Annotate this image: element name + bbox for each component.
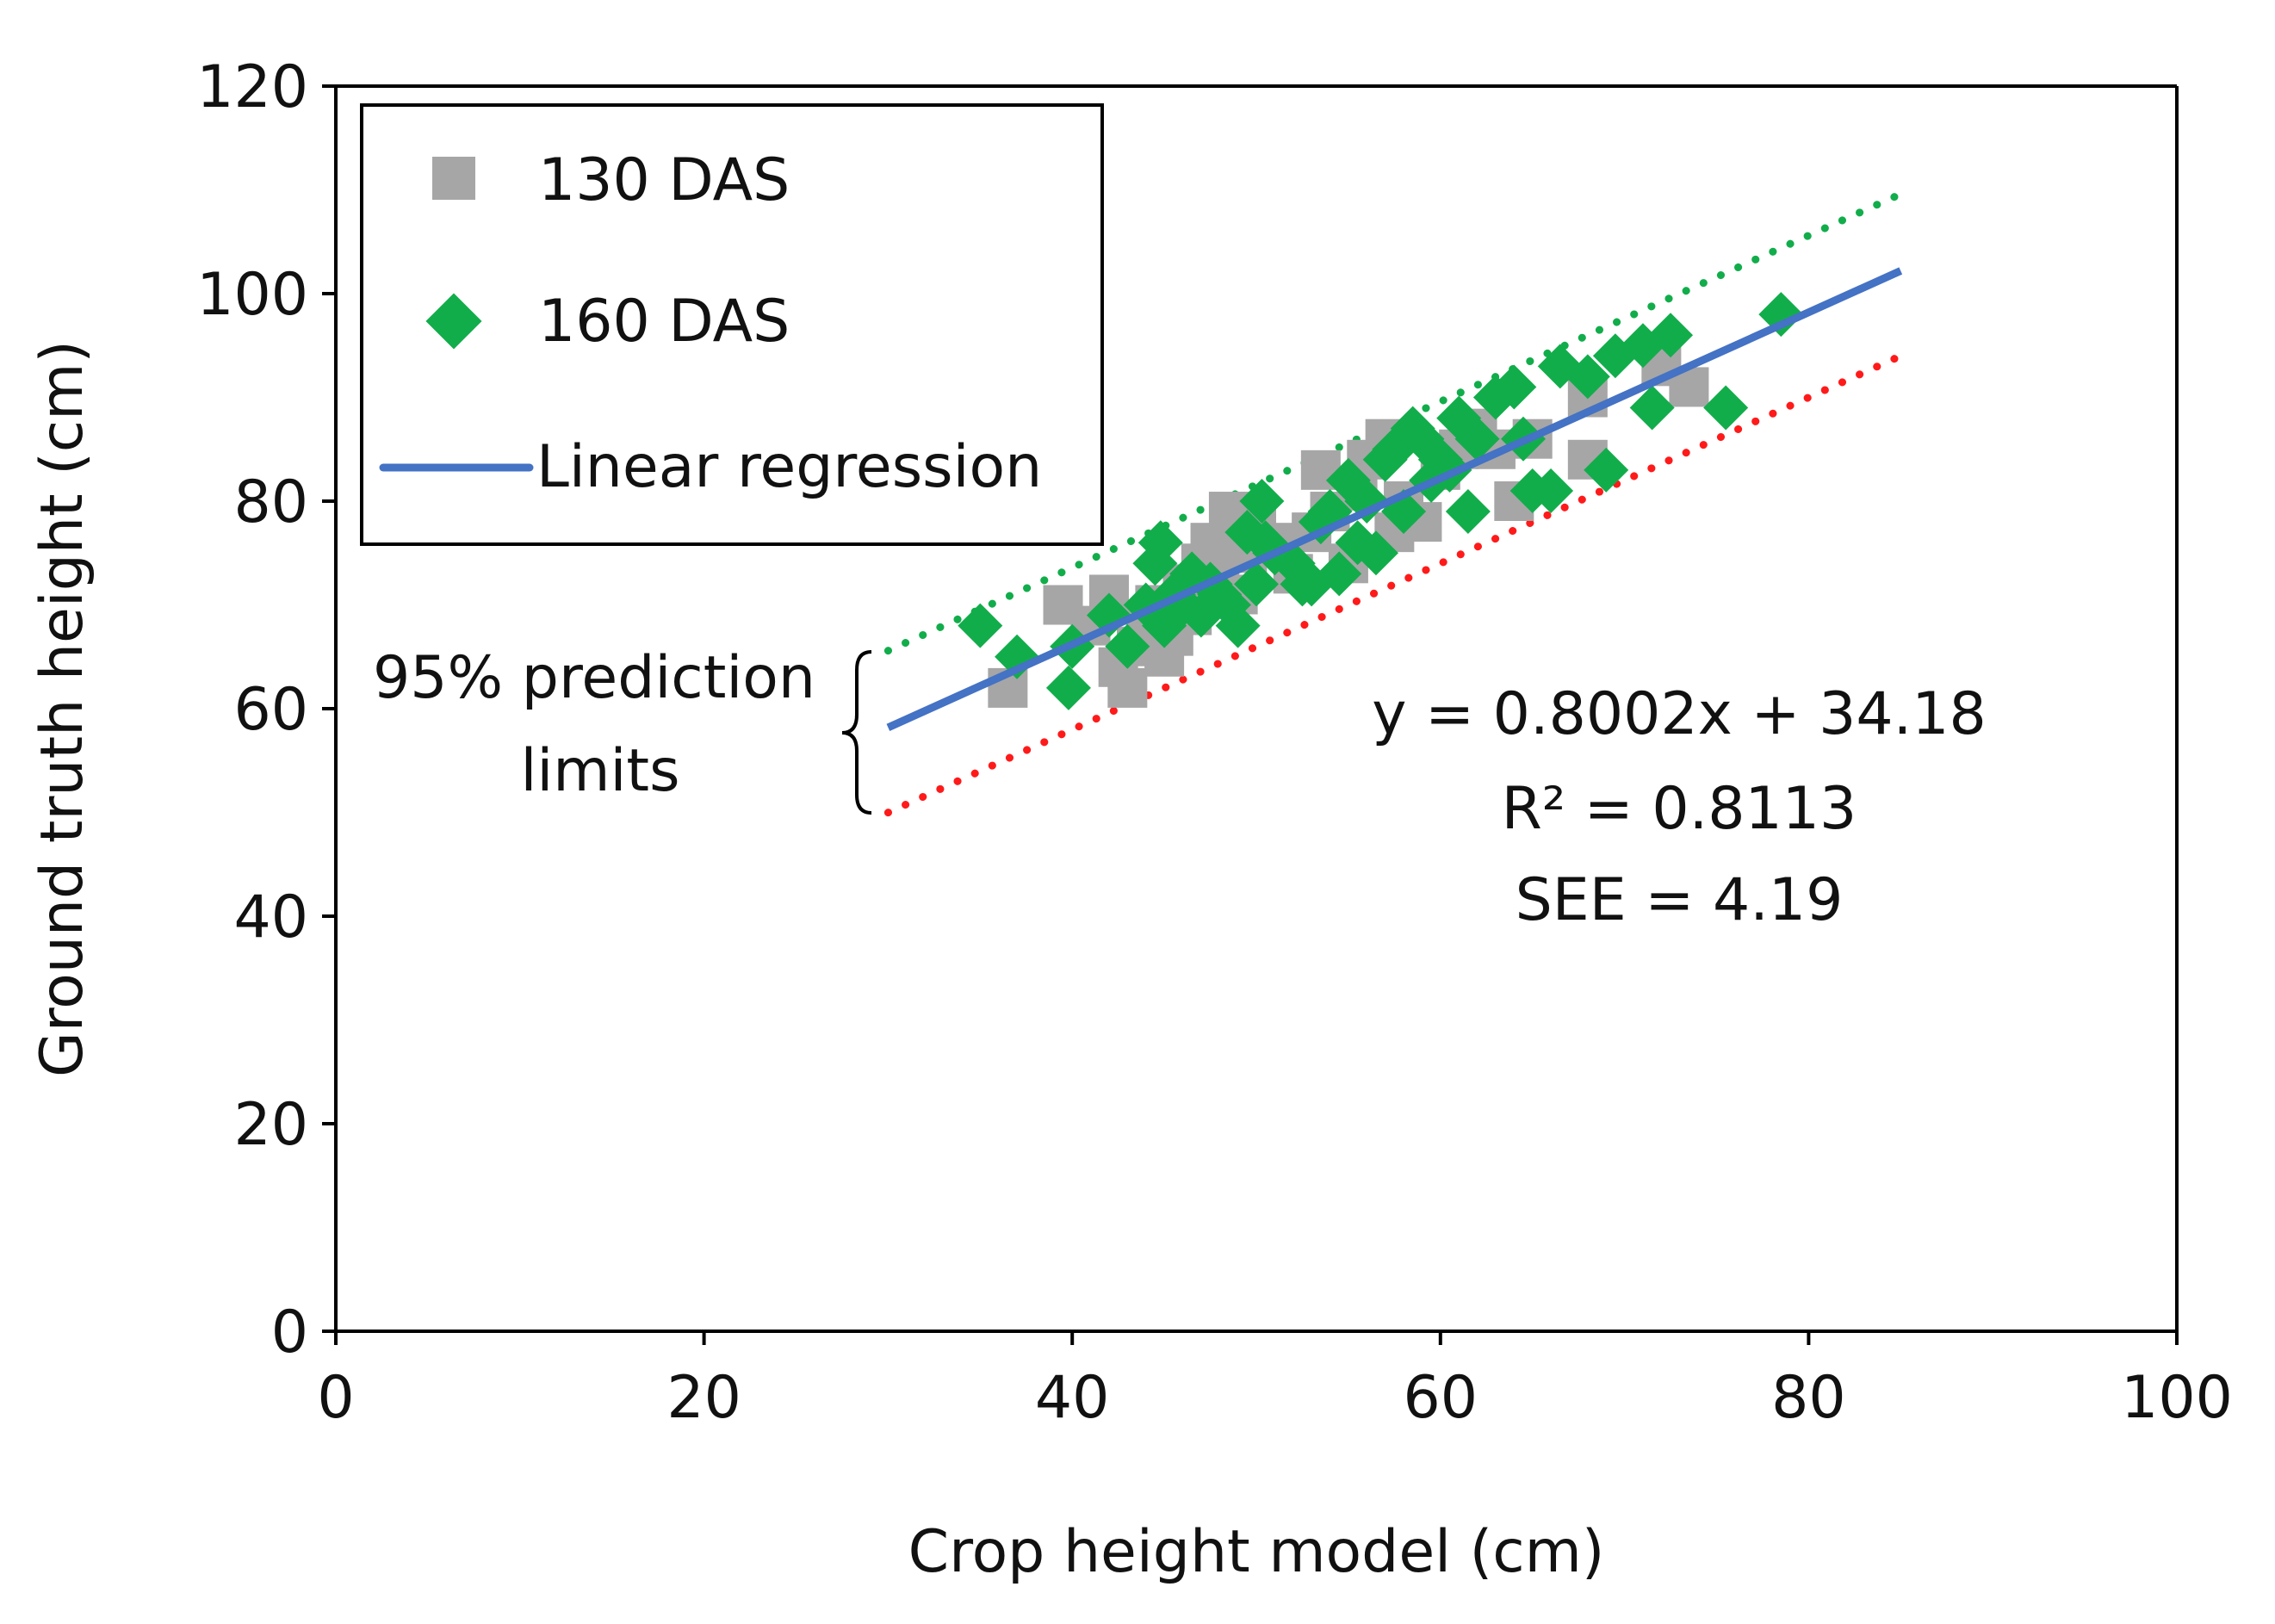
y-tick-label-80: 80 [233, 468, 308, 536]
y-axis-ticks: 0 20 40 60 80 100 120 [196, 53, 336, 1367]
legend-label-160-das: 160 DAS [538, 288, 790, 356]
point-160-das-56 [1703, 385, 1749, 431]
regression-line [886, 267, 1903, 731]
point-160-das-42 [1445, 489, 1491, 535]
legend-label-linear-regression: Linear regression [536, 433, 1042, 501]
point-130-das-5 [1107, 667, 1148, 708]
point-160-das-55 [1648, 313, 1694, 358]
regression-equation: y = 0.8002x + 34.18 [1372, 680, 1987, 748]
point-160-das-32 [1353, 530, 1398, 576]
y-tick-label-40: 40 [233, 883, 308, 951]
legend: 130 DAS 160 DAS Linear regression [360, 103, 1104, 546]
r-squared: R² = 0.8113 [1502, 775, 1857, 843]
legend-swatch-160-das [425, 293, 482, 350]
x-tick-label-0: 0 [317, 1364, 354, 1432]
point-160-das-17 [1215, 603, 1261, 648]
point-160-das-19 [1234, 561, 1279, 607]
prediction-limits-label-line1: 95% prediction [373, 644, 815, 712]
point-160-das-48 [1528, 468, 1574, 513]
point-160-das-31 [1344, 479, 1390, 524]
x-axis-ticks: 0 20 40 60 80 100 [317, 1331, 2233, 1432]
y-tick-label-0: 0 [271, 1299, 308, 1367]
x-tick-label-80: 80 [1771, 1364, 1846, 1432]
y-tick-label-120: 120 [196, 53, 308, 121]
point-160-das-50 [1565, 354, 1610, 400]
x-tick-label-40: 40 [1035, 1364, 1110, 1432]
y-tick-label-20: 20 [233, 1091, 308, 1159]
x-axis-label: Crop height model (cm) [908, 1518, 1605, 1586]
standard-error-estimate: SEE = 4.19 [1516, 866, 1844, 934]
point-160-das-54 [1629, 385, 1675, 431]
legend-swatch-130-das [432, 157, 475, 200]
prediction-limits-annotation: 95% prediction limits [373, 644, 872, 815]
y-axis-label: Ground truth height (cm) [28, 340, 96, 1077]
legend-label-130-das: 130 DAS [538, 146, 790, 214]
point-160-das-43 [1454, 416, 1500, 462]
point-160-das-5 [1105, 623, 1150, 669]
point-160-das-45 [1491, 364, 1537, 410]
prediction-limits-label-line2: limits [520, 737, 679, 805]
point-160-das-8 [1138, 520, 1183, 566]
point-160-das-57 [1758, 292, 1804, 338]
point-160-das-28 [1317, 551, 1362, 597]
point-160-das-2 [1045, 665, 1091, 710]
point-160-das-20 [1239, 479, 1285, 524]
y-tick-label-60: 60 [233, 676, 308, 744]
x-tick-label-20: 20 [666, 1364, 741, 1432]
regression-stats: y = 0.8002x + 34.18 R² = 0.8113 SEE = 4.… [1372, 680, 1987, 934]
x-tick-label-100: 100 [2121, 1364, 2233, 1432]
y-tick-label-100: 100 [196, 261, 308, 329]
x-tick-label-60: 60 [1404, 1364, 1478, 1432]
prediction-limits-brace [841, 650, 872, 815]
point-160-das-0 [958, 603, 1003, 648]
point-160-das-51 [1584, 447, 1629, 493]
lower-prediction-limit-line [883, 351, 1905, 817]
